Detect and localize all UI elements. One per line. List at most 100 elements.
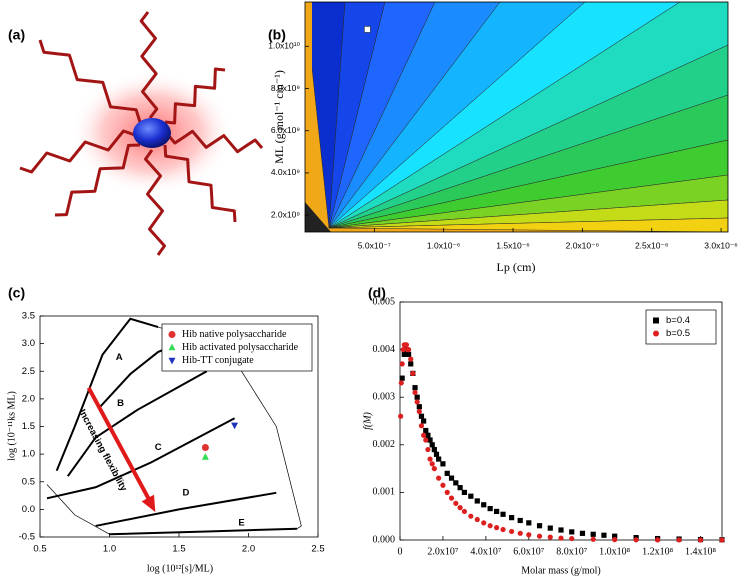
point — [201, 443, 209, 451]
point — [697, 537, 704, 543]
zone-label: C — [155, 442, 162, 453]
polymer-chain — [38, 39, 142, 123]
y-tick-label: 1.0 — [22, 449, 35, 460]
point — [414, 399, 420, 405]
point — [468, 493, 474, 499]
point — [457, 485, 463, 491]
polymer-chain — [164, 67, 226, 125]
point — [612, 537, 618, 543]
point — [481, 520, 487, 526]
point — [425, 432, 431, 438]
core-particle — [133, 118, 171, 148]
y-tick-label: 0.001 — [373, 487, 396, 498]
point — [590, 536, 596, 542]
point — [487, 505, 493, 512]
point — [500, 511, 506, 517]
point — [433, 451, 440, 457]
x-tick-label: 3.0x10⁻⁶ — [704, 240, 738, 250]
y-axis-label: ML (g mol⁻¹ cm⁻¹) — [272, 70, 286, 164]
point — [412, 389, 418, 396]
legend-label: Hib native polysaccharide — [182, 329, 287, 340]
x-axis-label: Lp (cm) — [497, 260, 536, 274]
legend-box — [161, 323, 313, 372]
zone-boundary — [55, 317, 159, 472]
zone-boundary — [95, 491, 277, 527]
point — [403, 342, 410, 348]
point — [468, 513, 474, 519]
legend-marker — [168, 331, 176, 338]
point — [431, 446, 437, 453]
point — [517, 530, 523, 536]
contour-edge — [305, 2, 312, 232]
x-tick-label: 8.0x10⁷ — [556, 546, 588, 557]
legend-label: b=0.4 — [666, 315, 690, 326]
point — [612, 533, 618, 539]
point — [400, 347, 406, 353]
annotation-arrowhead — [141, 494, 156, 513]
point — [547, 525, 553, 531]
y-tick-label: 2.0 — [22, 393, 35, 404]
legend-label: Hib-TT conjugate — [182, 355, 254, 366]
zone-label: B — [117, 398, 124, 409]
zone-boundary — [109, 527, 298, 536]
point — [418, 423, 425, 429]
x-tick-label: 1.2x10⁸ — [642, 546, 674, 557]
legend-label: Hib activated polysaccharide — [182, 342, 299, 353]
point — [398, 380, 404, 386]
point — [487, 523, 493, 529]
point — [444, 470, 450, 476]
point — [526, 532, 532, 538]
point — [558, 535, 564, 541]
point — [399, 361, 405, 367]
point — [536, 523, 543, 529]
y-axis-label: log (10⁻¹¹ks ML) — [6, 391, 17, 461]
point — [440, 482, 446, 488]
point — [412, 385, 418, 391]
x-tick-label: 1.5 — [172, 544, 185, 555]
y-tick-label: 0.004 — [373, 344, 396, 355]
point — [201, 453, 209, 460]
point — [418, 413, 425, 419]
y-tick-label: 0.0 — [22, 504, 35, 515]
point — [558, 527, 564, 533]
point — [509, 515, 515, 521]
point — [461, 489, 467, 495]
legend-marker — [168, 343, 176, 351]
point — [398, 413, 404, 419]
point — [401, 351, 407, 357]
panel-label: (a) — [8, 27, 25, 43]
point — [427, 456, 433, 462]
x-axis-label: log (10¹²[s]/ML) — [147, 563, 213, 574]
y-tick-label: -0.5 — [19, 532, 35, 543]
point — [421, 432, 427, 438]
polymer-chain — [54, 143, 141, 217]
point — [481, 502, 487, 508]
point — [364, 26, 371, 33]
x-tick-label: 1.0x10⁻⁶ — [427, 240, 461, 250]
x-tick-label: 0 — [398, 546, 403, 557]
polymer-chain — [163, 144, 237, 223]
point — [416, 408, 422, 415]
point — [405, 347, 412, 353]
zone-outline — [46, 484, 110, 535]
point — [431, 466, 437, 472]
point — [436, 456, 442, 462]
y-tick-label: 2.5 — [22, 366, 35, 377]
y-tick-label: 0.005 — [373, 296, 396, 307]
point — [474, 516, 480, 523]
legend-label: b=0.5 — [666, 328, 690, 339]
point — [461, 508, 467, 515]
y-tick-label: 0.003 — [373, 391, 396, 402]
point — [526, 520, 532, 526]
legend-marker — [653, 330, 659, 337]
panel-label: (c) — [8, 285, 25, 301]
y-tick-label: 3.5 — [22, 311, 35, 322]
legend-marker — [168, 357, 176, 365]
x-tick-label: 1.5x10⁻⁶ — [496, 240, 530, 250]
contour-edge — [305, 202, 331, 232]
zone-boundary — [66, 370, 208, 477]
polymer-chain — [139, 11, 159, 119]
x-tick-label: 5.0x10⁻⁷ — [358, 240, 391, 250]
y-tick-label: 2.0x10⁹ — [271, 209, 301, 219]
x-tick-label: 6.0x10⁷ — [513, 546, 545, 557]
